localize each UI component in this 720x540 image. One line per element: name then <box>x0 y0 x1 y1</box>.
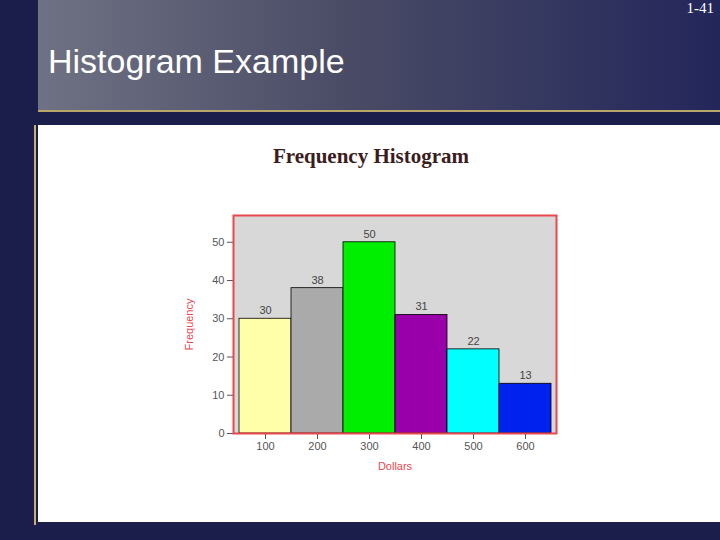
svg-text:30: 30 <box>259 304 271 316</box>
svg-text:20: 20 <box>212 351 224 363</box>
html-text:Frequency Histogram: Frequency Histogram <box>272 144 470 168</box>
svg-text:300: 300 <box>360 440 378 452</box>
svg-text:10: 10 <box>212 389 224 401</box>
svg-text:Frequency: Frequency <box>183 298 195 350</box>
svg-text:30: 30 <box>212 312 224 324</box>
html-text:Histogram Example: Histogram Example <box>48 42 345 80</box>
svg-text:0: 0 <box>218 427 224 439</box>
svg-text:100: 100 <box>256 440 274 452</box>
svg-text:38: 38 <box>311 274 323 286</box>
svg-text:600: 600 <box>516 440 534 452</box>
svg-text:500: 500 <box>464 440 482 452</box>
svg-text:40: 40 <box>212 274 224 286</box>
svg-text:400: 400 <box>412 440 430 452</box>
svg-text:50: 50 <box>363 228 375 240</box>
svg-text:Dollars: Dollars <box>378 460 413 472</box>
svg-text:13: 13 <box>519 369 531 381</box>
svg-text:22: 22 <box>467 335 479 347</box>
svg-text:31: 31 <box>415 300 427 312</box>
svg-text:50: 50 <box>212 236 224 248</box>
svg-text:200: 200 <box>308 440 326 452</box>
html-text:1-41: 1-41 <box>686 0 714 16</box>
